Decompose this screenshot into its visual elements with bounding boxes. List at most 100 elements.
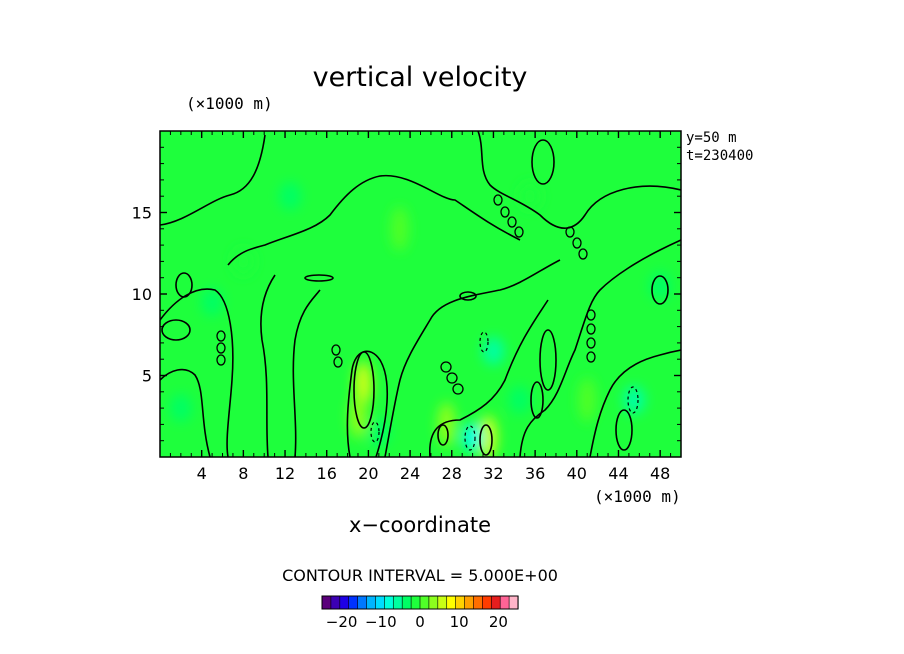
contour-interval-label: CONTOUR INTERVAL = 5.000E+00: [282, 566, 558, 585]
x-tick-label: 32: [483, 464, 503, 483]
x-tick-label: 44: [608, 464, 628, 483]
contour-closed: [459, 291, 477, 301]
colorbar-swatch: [419, 595, 430, 610]
zero-contour-bead: [586, 337, 596, 349]
contour-line: [429, 299, 549, 457]
zero-contour-bead: [452, 383, 464, 395]
x-axis-label: x−coordinate: [348, 513, 492, 537]
y-slice-annotation: y=50 m: [686, 130, 737, 146]
x-tick-label: 12: [275, 464, 295, 483]
y-tick-label: 15: [132, 204, 152, 223]
zero-contour-bead: [493, 194, 503, 206]
downdraft-region: [482, 337, 505, 366]
colorbar-swatch: [428, 595, 439, 610]
contour-line: [260, 274, 276, 457]
zero-contour-bead: [333, 356, 343, 368]
y-axis-unit: (×1000 m): [186, 94, 273, 113]
colorbar-swatch: [446, 595, 457, 610]
colorbar-swatch: [508, 595, 519, 610]
downdraft-region: [201, 288, 224, 317]
updraft-region: [348, 394, 367, 439]
colorbar-swatch: [348, 595, 359, 610]
x-tick-label: 20: [358, 464, 378, 483]
zero-contour-bead: [565, 226, 575, 238]
colorbar-swatch: [499, 595, 510, 610]
contour-line: [589, 349, 681, 457]
x-tick-label: 48: [650, 464, 670, 483]
contour-closed: [531, 139, 555, 185]
zero-contour-bead: [572, 237, 582, 249]
contour-line: [384, 259, 561, 457]
colorbar-swatch: [330, 595, 341, 610]
contour-negative: [479, 331, 489, 353]
downdraft-region: [232, 247, 255, 276]
colorbar-tick-label: −20: [326, 613, 358, 631]
colorbar-swatch: [482, 595, 492, 610]
zero-contour-bead: [216, 342, 226, 354]
zero-contour-bead: [500, 206, 510, 218]
x-axis-unit: (×1000 m): [594, 487, 681, 506]
zero-contour-bead: [514, 226, 524, 238]
colorbar-swatch: [437, 595, 448, 610]
x-tick-label: 36: [525, 464, 545, 483]
x-axis: 4 8 12 16 20 24 28 32 36 40 44 48: [169, 131, 672, 483]
x-tick-label: 28: [442, 464, 462, 483]
contour-closed: [539, 329, 557, 391]
zero-contour-bead: [578, 248, 588, 260]
downdraft-region: [461, 423, 484, 452]
zero-contour-bead: [586, 351, 596, 363]
colorbar-swatch: [455, 595, 466, 610]
contour-closed: [479, 424, 493, 456]
colorbar-swatch: [357, 595, 368, 610]
zero-contour-bead: [331, 344, 341, 356]
y-tick-label: 5: [142, 367, 152, 386]
colorbar-frame: [321, 595, 519, 610]
colorbar-swatch: [401, 595, 412, 610]
colorbar-swatch: [410, 595, 421, 610]
contour-line: [227, 174, 521, 266]
zero-contour-bead: [216, 354, 226, 366]
colorbar-swatch: [464, 595, 475, 610]
x-tick-label: 24: [400, 464, 420, 483]
contour-lines: [160, 131, 681, 457]
downdraft-region: [279, 182, 302, 211]
colorbar-swatch: [473, 595, 483, 610]
contour-negative: [464, 425, 476, 451]
contour-line: [292, 289, 321, 457]
time-annotation: t=230400: [686, 148, 754, 164]
downdraft-region: [623, 385, 646, 414]
contour-closed: [353, 351, 375, 429]
zero-contour-bead: [446, 372, 458, 384]
downdraft-region: [508, 385, 531, 414]
x-tick-label: 4: [197, 464, 207, 483]
x-tick-label: 40: [567, 464, 587, 483]
colorbar-tick-label: 20: [489, 613, 508, 631]
contour-line: [477, 131, 681, 229]
zero-contour-bead: [507, 216, 517, 228]
x-tick-label: 16: [317, 464, 337, 483]
colorbar-tick-label: −10: [365, 613, 397, 631]
zero-contour-bead: [216, 330, 226, 342]
colorbar-tick-label: 10: [450, 613, 469, 631]
contour-closed: [651, 275, 669, 305]
updraft-region: [390, 206, 409, 251]
y-axis: 5 10 15: [132, 146, 681, 442]
updraft-region: [437, 402, 456, 447]
contour-closed: [530, 381, 544, 419]
colorbar: −20 −10 0 10 20: [321, 595, 519, 631]
colorbar-swatch: [490, 595, 501, 610]
x-tick-label: 8: [238, 464, 248, 483]
colorbar-swatch: [375, 595, 385, 610]
colorbar-swatch: [321, 595, 332, 610]
downdraft-region: [169, 394, 192, 423]
colorbar-tick-label: 0: [415, 613, 425, 631]
colorbar-swatch: [339, 595, 350, 610]
updraft-region: [578, 377, 597, 422]
contour-closed: [304, 274, 334, 282]
chart-title: vertical velocity: [312, 62, 528, 93]
zero-contour-bead: [586, 309, 596, 321]
contour-line: [160, 288, 234, 457]
contour-closed: [615, 409, 633, 451]
downdraft-region: [518, 182, 541, 211]
